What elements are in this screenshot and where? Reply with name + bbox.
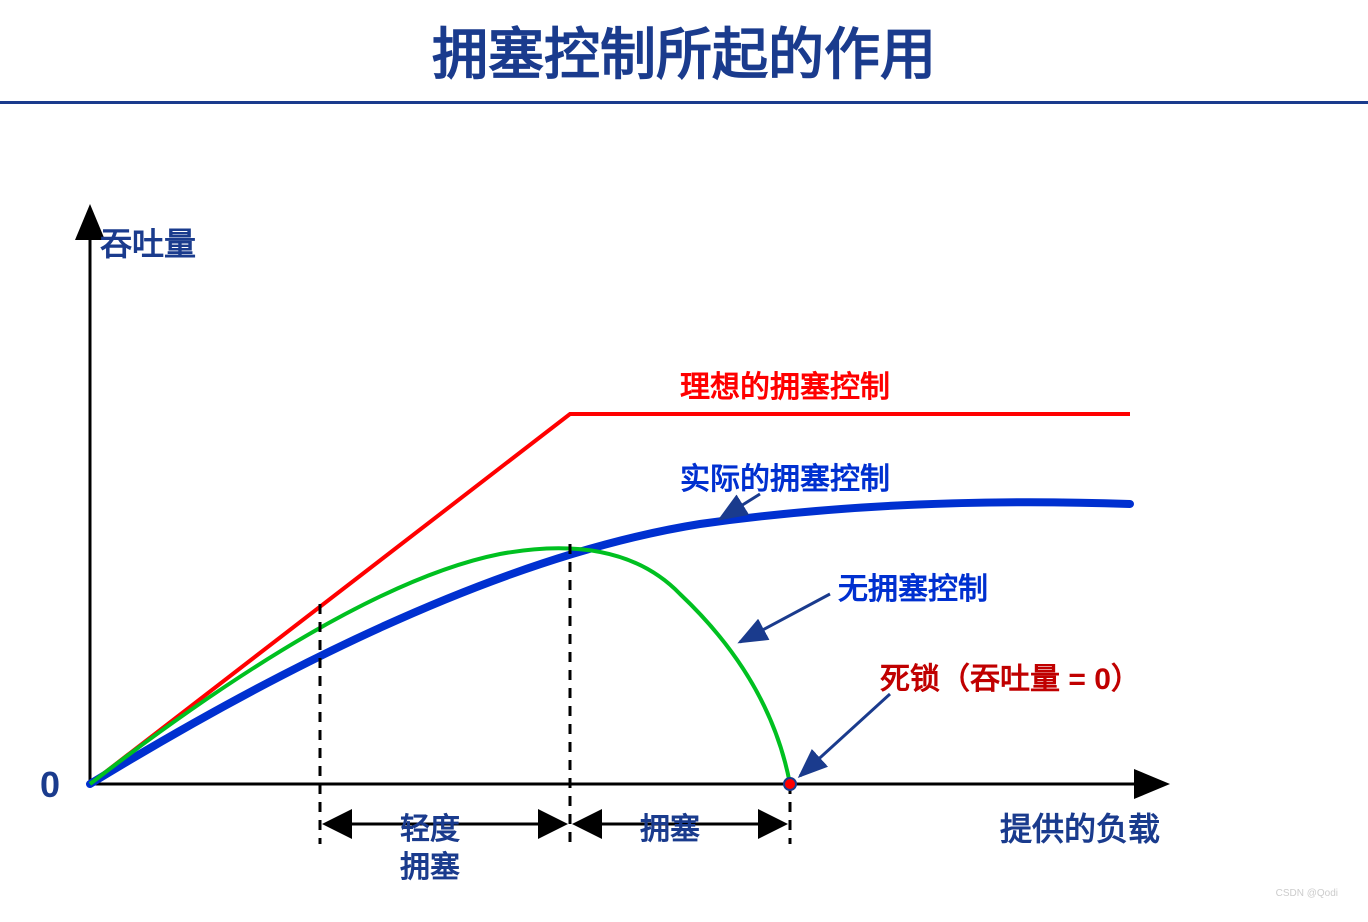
x-axis-label: 提供的负载 (1000, 804, 1160, 850)
chart-svg (0, 104, 1368, 904)
pointer-none (740, 594, 830, 642)
page-title: 拥塞控制所起的作用 (0, 10, 1368, 91)
deadlock-dot (784, 778, 796, 790)
pointer-deadlock (800, 694, 890, 776)
label-none: 无拥塞控制 (838, 564, 988, 608)
chart-container: 吞吐量 提供的负载 0 理想的拥塞控制 实际的拥塞控制 无拥塞控制 死锁（吞吐量… (0, 104, 1368, 904)
curve-none (90, 548, 790, 784)
label-region-congestion: 拥塞 (640, 804, 700, 848)
y-axis-label: 吞吐量 (100, 219, 196, 265)
label-actual: 实际的拥塞控制 (680, 454, 890, 498)
origin-label: 0 (40, 764, 60, 806)
label-deadlock: 死锁（吞吐量 = 0） (880, 654, 1141, 698)
curve-actual (90, 502, 1130, 784)
label-region-light-2: 拥塞 (400, 842, 460, 886)
label-ideal: 理想的拥塞控制 (680, 362, 890, 406)
watermark: CSDN @Qodi (1276, 888, 1338, 899)
